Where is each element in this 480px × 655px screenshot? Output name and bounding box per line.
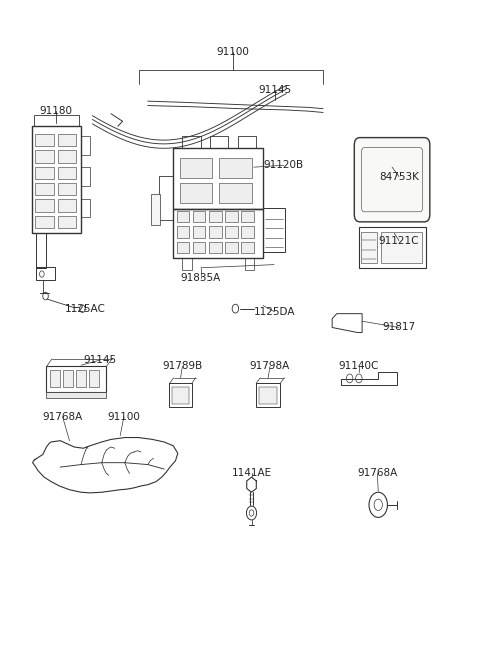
Text: 91145: 91145 [258, 84, 291, 95]
Text: 1141AE: 1141AE [231, 468, 272, 478]
Bar [209, 210, 222, 222]
Bar [193, 210, 205, 222]
Bar [36, 183, 54, 195]
Bar [82, 198, 90, 217]
Bar [263, 208, 285, 252]
Bar [210, 136, 228, 148]
Bar [89, 370, 99, 386]
Bar [36, 267, 55, 280]
Bar [245, 258, 254, 270]
Bar [58, 183, 76, 195]
Bar [151, 194, 160, 225]
Bar [177, 210, 189, 222]
Bar [172, 386, 189, 404]
Bar [82, 136, 90, 155]
Bar [36, 134, 54, 147]
Bar [82, 167, 90, 186]
Text: 91789B: 91789B [162, 362, 203, 371]
Bar [219, 183, 252, 203]
Text: 91798A: 91798A [250, 362, 290, 371]
Bar [241, 226, 254, 238]
Bar [36, 150, 54, 162]
Text: 91180: 91180 [39, 105, 72, 115]
Bar [173, 148, 263, 209]
Bar [36, 215, 54, 228]
Bar [47, 392, 107, 398]
Text: 91100: 91100 [216, 47, 250, 57]
Bar [182, 258, 192, 270]
Bar [219, 158, 252, 178]
Text: 1125DA: 1125DA [254, 307, 295, 317]
Bar [58, 199, 76, 212]
Text: 84753K: 84753K [379, 172, 419, 181]
FancyBboxPatch shape [354, 138, 430, 222]
Bar [173, 209, 263, 258]
Text: 91145: 91145 [83, 355, 116, 365]
Bar [225, 226, 238, 238]
Bar [36, 166, 54, 179]
Bar [58, 166, 76, 179]
Bar [180, 158, 212, 178]
Bar [32, 126, 82, 233]
Bar [361, 232, 377, 263]
Bar [381, 232, 421, 263]
Bar [209, 242, 222, 253]
Bar [241, 210, 254, 222]
Bar [63, 370, 73, 386]
Bar [209, 226, 222, 238]
Text: 91768A: 91768A [42, 412, 83, 422]
Bar [58, 215, 76, 228]
Text: 91140C: 91140C [339, 362, 379, 371]
Bar [193, 242, 205, 253]
Bar [182, 136, 201, 148]
Bar [159, 176, 173, 220]
Text: 91768A: 91768A [357, 468, 397, 478]
Bar [177, 242, 189, 253]
Bar [180, 183, 212, 203]
Bar [36, 233, 47, 268]
Bar [177, 226, 189, 238]
Text: 91835A: 91835A [180, 273, 221, 284]
Bar [238, 136, 256, 148]
Bar [58, 150, 76, 162]
Bar [193, 226, 205, 238]
Bar [225, 242, 238, 253]
Text: 1125AC: 1125AC [65, 304, 106, 314]
Bar [34, 115, 79, 126]
Bar [256, 383, 280, 407]
Text: 91120B: 91120B [264, 160, 304, 170]
Text: 91817: 91817 [383, 322, 416, 333]
Bar [50, 370, 60, 386]
Bar [76, 370, 86, 386]
Bar [241, 242, 254, 253]
Bar [169, 383, 192, 407]
Text: 91121C: 91121C [379, 236, 419, 246]
Bar [225, 210, 238, 222]
Bar [58, 134, 76, 147]
Bar [359, 227, 426, 268]
Bar [259, 386, 277, 404]
Bar [36, 199, 54, 212]
Bar [47, 367, 107, 392]
Text: 91100: 91100 [108, 412, 140, 422]
